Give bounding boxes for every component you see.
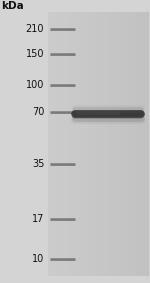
Text: 150: 150	[26, 49, 44, 59]
Text: 35: 35	[32, 159, 44, 169]
Text: 210: 210	[26, 24, 44, 34]
Text: 10: 10	[32, 254, 44, 264]
Text: kDa: kDa	[2, 1, 24, 11]
Text: 100: 100	[26, 80, 44, 90]
Text: 17: 17	[32, 214, 44, 224]
Text: 70: 70	[32, 107, 44, 117]
